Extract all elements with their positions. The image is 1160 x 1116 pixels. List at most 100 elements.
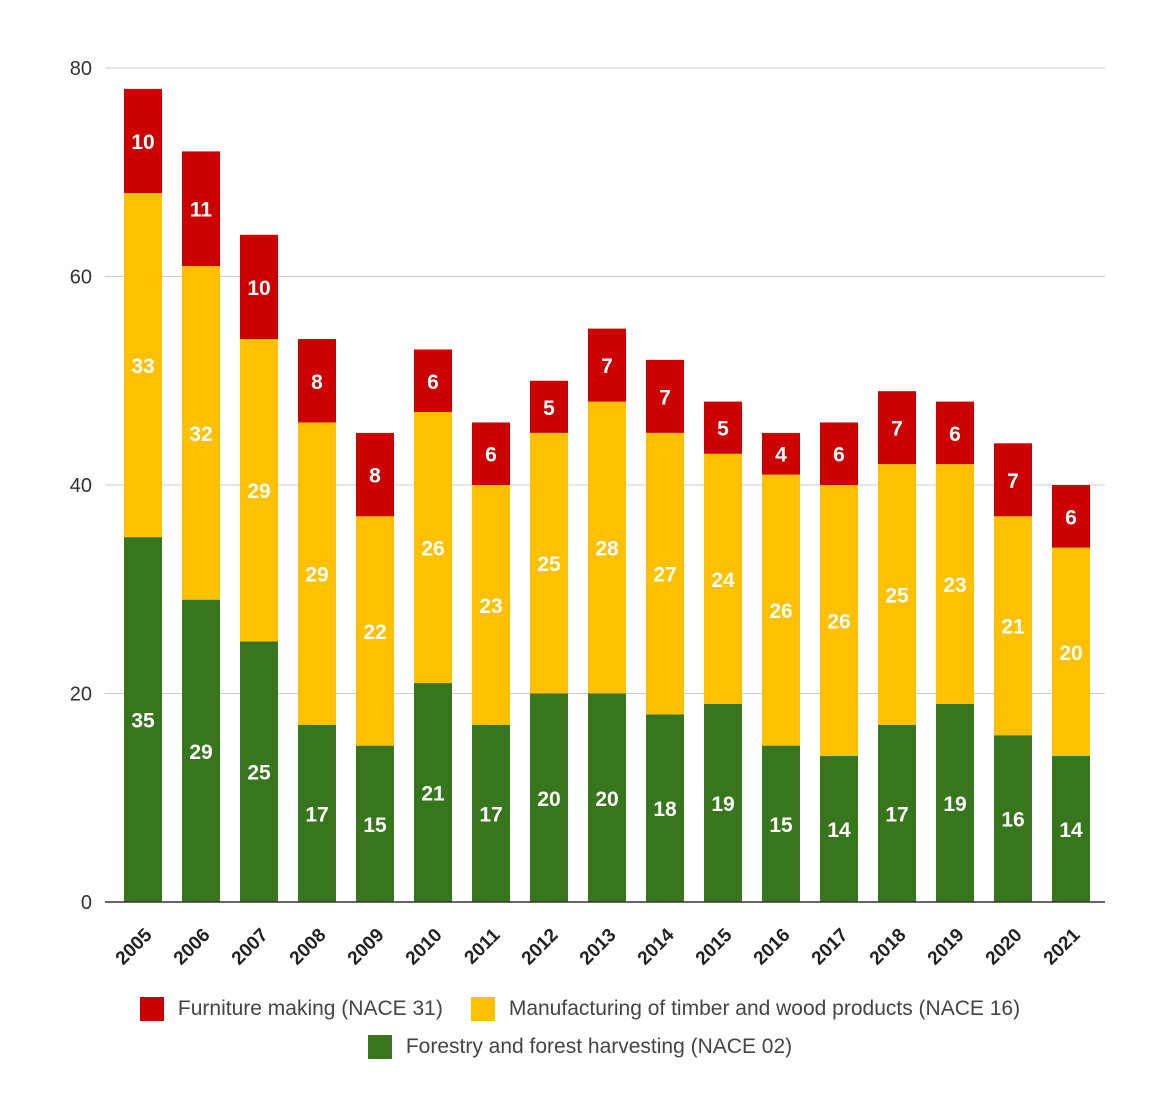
bar-segment [298,724,336,902]
y-tick-label: 80 [70,58,92,80]
data-label: 16 [1001,809,1024,832]
data-label: 29 [189,741,212,764]
bar-segment [762,474,800,746]
bar-segment [588,328,626,402]
data-label: 10 [131,131,154,154]
bar-segment [356,745,394,902]
x-tick-label: 2014 [634,924,679,969]
data-label: 25 [247,762,271,785]
bar-segment [646,359,684,433]
data-label: 25 [537,553,561,576]
data-label: 14 [1059,819,1083,842]
x-tick-label: 2010 [402,925,447,970]
data-label: 21 [1001,616,1025,639]
bar-segment [878,724,916,902]
data-label: 17 [305,803,328,826]
x-tick-label: 2006 [170,925,215,970]
bar-segment [240,234,278,340]
y-tick-label: 20 [70,684,92,706]
bar-segment [472,422,510,485]
x-tick-label: 2008 [286,925,331,970]
bar-segment [936,464,974,704]
data-label: 7 [1007,470,1019,493]
bar-segment [472,724,510,902]
data-label: 19 [711,793,734,816]
y-tick-label: 40 [70,475,92,497]
data-label: 11 [190,199,213,222]
data-label: 6 [485,444,497,467]
bar-segment [414,683,452,902]
data-label: 28 [595,538,619,561]
bar-segment [994,443,1032,517]
data-label: 32 [189,423,212,446]
bar-segment [820,485,858,757]
data-label: 5 [543,397,555,420]
data-label: 33 [131,355,154,378]
data-label: 23 [479,595,502,618]
data-label: 35 [131,710,155,733]
data-label: 5 [717,418,729,441]
x-tick-label: 2019 [924,925,969,970]
data-label: 8 [311,371,323,394]
x-tick-label: 2015 [692,924,737,969]
legend-swatch-furniture [139,997,164,1021]
data-label: 23 [943,574,966,597]
x-tick-label: 2007 [228,925,273,970]
data-label: 29 [305,564,328,587]
x-tick-label: 2009 [344,925,389,970]
bar-segment [646,714,684,902]
data-label: 14 [827,819,851,842]
bar-segment [1052,485,1090,548]
data-label: 6 [949,423,961,446]
data-label: 15 [363,814,387,837]
data-label: 6 [1065,506,1077,529]
data-label: 7 [659,386,671,409]
x-tick-label: 2020 [982,925,1027,970]
legend-label-forestry: Forestry and forest harvesting (NACE 02) [405,1035,793,1058]
bar-segment [936,703,974,902]
data-labels: 35 33 10 29 32 11 25 29 10 17 29 8 15 22 8 21 26 6 17 23 6 20… [131,131,1083,842]
bar-segment [356,516,394,746]
bar-segment [530,432,568,694]
bar-segment [762,432,800,475]
data-label: 10 [247,277,270,300]
bar-segment [994,735,1032,902]
data-label: 27 [653,564,676,587]
data-label: 25 [885,584,909,607]
x-tick-label: 2012 [518,925,563,970]
legend-row-2: Forestry and forest harvesting (NACE 02) [0,1030,1160,1064]
bar-segment [820,422,858,485]
bar-segment [124,537,162,902]
data-label: 15 [769,814,793,837]
bar-segment [298,422,336,725]
data-label: 21 [421,783,445,806]
y-tick-label: 60 [70,267,92,289]
bar-segment [414,412,452,684]
bar-segment [820,756,858,902]
bar-segment [530,380,568,433]
bar-segment [124,88,162,194]
bar-segment [124,193,162,538]
data-label: 20 [595,788,618,811]
bar-segment [878,391,916,465]
legend-item-furniture: Furniture making (NACE 31) [139,997,443,1021]
data-label: 17 [479,803,502,826]
data-label: 4 [775,444,787,467]
bar-segment [878,464,916,725]
data-label: 17 [885,803,908,826]
legend-swatch-manufacturing [470,997,495,1021]
x-tick-label: 2018 [866,925,911,970]
x-tick-label: 2013 [576,925,621,970]
bar-segment [1052,756,1090,902]
data-label: 24 [711,569,735,592]
legend-row-1: Furniture making (NACE 31) Manufacturing… [0,992,1160,1026]
legend-item-manufacturing: Manufacturing of timber and wood product… [470,997,1021,1021]
data-label: 6 [427,371,439,394]
bar-segment [530,693,568,902]
x-tick-label: 2011 [461,924,505,968]
legend-label-manufacturing: Manufacturing of timber and wood product… [508,997,1021,1020]
data-label: 26 [769,600,792,623]
data-label: 7 [891,418,903,441]
legend: Furniture making (NACE 31) Manufacturing… [0,992,1160,1064]
